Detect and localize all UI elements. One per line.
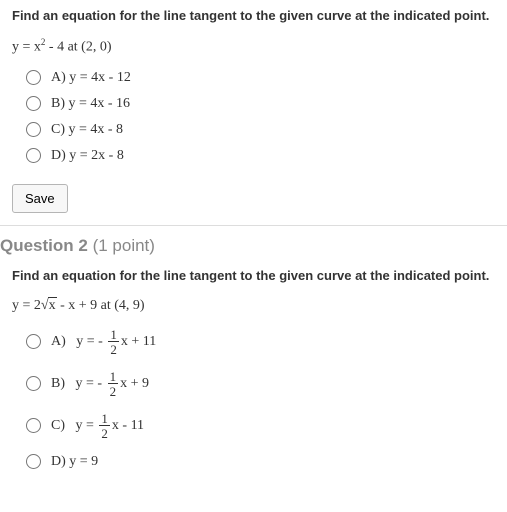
q1-eq-suffix: - 4 at (2, 0): [45, 40, 111, 55]
q2-a-den: 2: [108, 341, 119, 356]
q2-choice-b[interactable]: B) y = - 1 2 x + 9: [26, 370, 495, 398]
q2-radio-c[interactable]: [26, 418, 41, 433]
q2-b-post: x + 9: [120, 376, 149, 392]
q2-eq-suffix: - x + 9 at (4, 9): [57, 298, 145, 313]
q1-choice-a[interactable]: A) y = 4x - 12: [26, 70, 495, 86]
q1-choice-a-label: A) y = 4x - 12: [51, 70, 131, 86]
q2-radio-a[interactable]: [26, 334, 41, 349]
q1-choice-b-label: B) y = 4x - 16: [51, 96, 130, 112]
q1-radio-d[interactable]: [26, 148, 41, 163]
q2-choice-a-label: A) y = - 1 2 x + 11: [51, 328, 156, 356]
q2-choice-d-label: D) y = 9: [51, 454, 98, 470]
q2-header-points: (1 point): [88, 236, 155, 255]
q2-choice-b-label: B) y = - 1 2 x + 9: [51, 370, 149, 398]
q1-radio-c[interactable]: [26, 122, 41, 137]
q2-c-pre: C) y =: [51, 418, 97, 434]
question-2-header: Question 2 (1 point): [0, 225, 507, 260]
q2-equation: y = 2√x - x + 9 at (4, 9): [12, 297, 495, 314]
q2-b-pre: B) y = -: [51, 376, 106, 392]
q1-choice-d-label: D) y = 2x - 8: [51, 148, 124, 164]
q2-c-num: 1: [99, 412, 110, 425]
q2-choices: A) y = - 1 2 x + 11 B) y = - 1 2 x + 9: [26, 328, 495, 470]
q2-radicand: x: [48, 297, 57, 314]
q2-b-den: 2: [108, 383, 119, 398]
q2-prompt: Find an equation for the line tangent to…: [12, 268, 495, 283]
q2-c-post: x - 11: [112, 418, 144, 434]
q1-choice-b[interactable]: B) y = 4x - 16: [26, 96, 495, 112]
q2-a-frac: 1 2: [108, 328, 119, 356]
question-2: Find an equation for the line tangent to…: [0, 260, 507, 492]
q2-a-pre: A) y = -: [51, 334, 106, 350]
q2-header-label: Question 2: [0, 236, 88, 255]
q2-choice-c[interactable]: C) y = 1 2 x - 11: [26, 412, 495, 440]
q2-c-den: 2: [99, 425, 110, 440]
q2-eq-prefix: y = 2: [12, 298, 41, 313]
q2-choice-c-label: C) y = 1 2 x - 11: [51, 412, 144, 440]
q2-c-frac: 1 2: [99, 412, 110, 440]
q2-choice-a[interactable]: A) y = - 1 2 x + 11: [26, 328, 495, 356]
q1-radio-b[interactable]: [26, 96, 41, 111]
q1-choice-d[interactable]: D) y = 2x - 8: [26, 148, 495, 164]
q2-a-num: 1: [108, 328, 119, 341]
q1-choice-c[interactable]: C) y = 4x - 8: [26, 122, 495, 138]
q2-b-num: 1: [108, 370, 119, 383]
q1-eq-prefix: y = x: [12, 40, 41, 55]
question-1: Find an equation for the line tangent to…: [0, 0, 507, 225]
q2-radio-b[interactable]: [26, 376, 41, 391]
q2-choice-d[interactable]: D) y = 9: [26, 454, 495, 470]
q1-choices: A) y = 4x - 12 B) y = 4x - 16 C) y = 4x …: [26, 70, 495, 164]
q1-radio-a[interactable]: [26, 70, 41, 85]
q1-prompt: Find an equation for the line tangent to…: [12, 8, 495, 23]
q2-a-post: x + 11: [121, 334, 156, 350]
save-button[interactable]: Save: [12, 184, 68, 213]
q2-b-frac: 1 2: [108, 370, 119, 398]
q1-choice-c-label: C) y = 4x - 8: [51, 122, 123, 138]
q1-equation: y = x2 - 4 at (2, 0): [12, 37, 495, 56]
q2-radio-d[interactable]: [26, 454, 41, 469]
